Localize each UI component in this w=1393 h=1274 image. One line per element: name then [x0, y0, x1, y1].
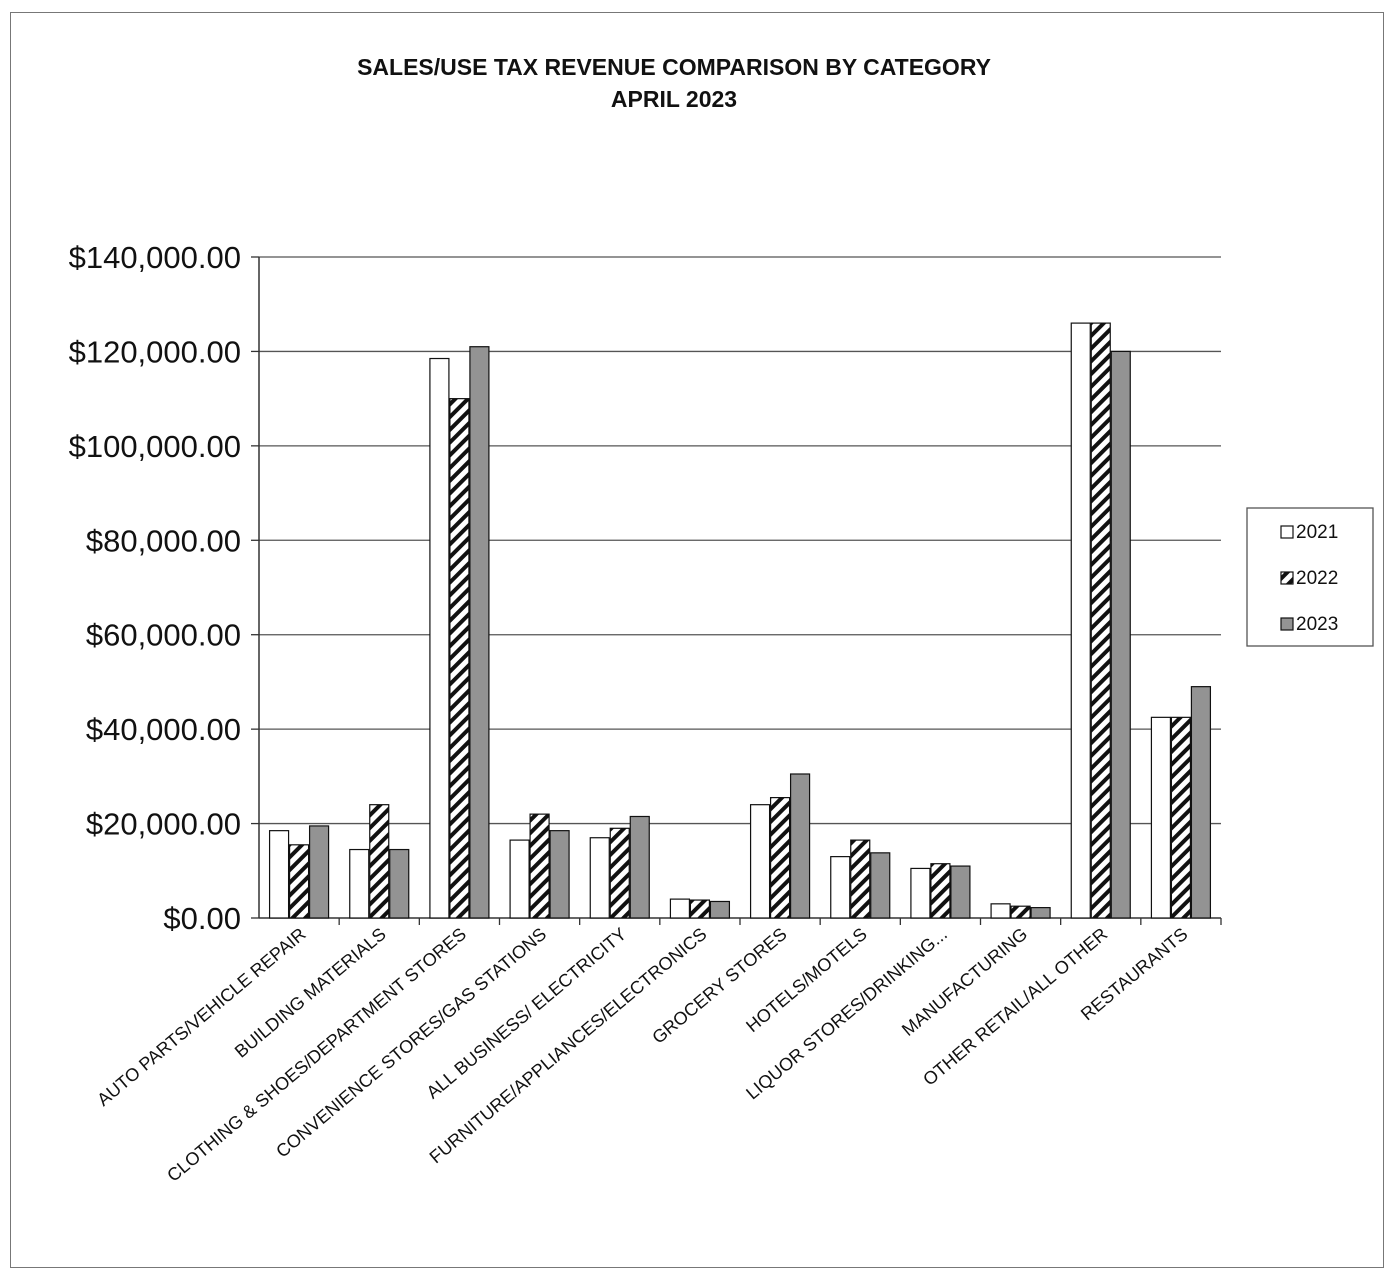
bar-2021	[509, 839, 530, 919]
bar-2021	[1070, 322, 1091, 919]
x-tick-label: GROCERY STORES	[648, 924, 790, 1048]
bar-2022	[850, 839, 871, 919]
bar-2021	[349, 848, 370, 919]
bar-2023	[549, 830, 570, 919]
bar-2023	[629, 815, 650, 919]
bar-2023	[1110, 350, 1131, 919]
legend-label-2022: 2022	[1296, 568, 1338, 589]
y-tick-label: $0.00	[163, 901, 241, 936]
bar-2021	[268, 830, 290, 919]
bar-2021	[749, 804, 771, 919]
bar-2021	[1150, 716, 1172, 919]
legend-box	[1246, 507, 1374, 647]
bar-2023	[308, 825, 330, 919]
bar-2021	[589, 837, 610, 919]
bar-2022	[1010, 905, 1031, 919]
y-tick-label: $60,000.00	[86, 618, 241, 653]
bar-2023	[870, 852, 891, 919]
bar-2022	[369, 804, 390, 919]
bar-2022	[769, 797, 791, 919]
bar-2021	[429, 357, 450, 919]
bar-2022	[529, 813, 550, 919]
chart-svg: SALES/USE TAX REVENUE COMPARISON BY CATE…	[69, 54, 1374, 1186]
chart-frame: SALES/USE TAX REVENUE COMPARISON BY CATE…	[10, 12, 1384, 1268]
y-tick-label: $120,000.00	[69, 334, 241, 369]
legend: 2021 2022 2023	[1246, 507, 1374, 647]
y-tick-label: $80,000.00	[86, 523, 241, 558]
bar-2022	[689, 899, 711, 919]
legend-label-2023: 2023	[1296, 614, 1338, 635]
legend-swatch-2021	[1280, 525, 1294, 539]
bar-2023	[389, 848, 410, 919]
chart-subtitle: APRIL 2023	[611, 86, 737, 112]
bar-2022	[930, 863, 951, 919]
plot-area: $0.00 $20,000.00 $40,000.00 $60,000.00 $80,0…	[69, 240, 1222, 1186]
y-tick-label: $100,000.00	[69, 429, 241, 464]
legend-swatch-2023	[1280, 617, 1294, 631]
bar-2021	[830, 856, 851, 919]
bar-2022	[288, 844, 310, 919]
y-tick-label: $40,000.00	[86, 712, 241, 747]
x-tick-label: BUILDING MATERIALS	[231, 924, 390, 1062]
x-tick-label: FURNITURE/APPLIANCES/ELECTRONICS	[426, 924, 711, 1168]
bar-2022	[1170, 716, 1192, 919]
bar-2021	[669, 898, 691, 919]
chart-title: SALES/USE TAX REVENUE COMPARISON BY CATE…	[357, 54, 991, 80]
bar-2023	[950, 865, 971, 919]
bar-2022	[609, 827, 630, 919]
legend-label-2021: 2021	[1296, 522, 1338, 543]
bar-2022	[1090, 322, 1111, 919]
bar-2023	[789, 773, 811, 919]
bar-2023	[1030, 907, 1051, 919]
y-tick-label: $20,000.00	[86, 807, 241, 842]
bar-2023	[469, 346, 490, 919]
bar-2023	[709, 900, 731, 919]
bar-2021	[910, 867, 931, 919]
legend-swatch-2022	[1280, 571, 1294, 585]
bar-2021	[990, 903, 1011, 919]
bar-2022	[449, 398, 470, 919]
x-tick-label: CONVENIENCE STORES/GAS STATIONS	[272, 924, 550, 1162]
x-tick-label: CLOTHING & SHOES/DEPARTMENT STORES	[163, 924, 470, 1186]
y-tick-label: $140,000.00	[69, 240, 241, 275]
bar-2023	[1190, 686, 1212, 919]
